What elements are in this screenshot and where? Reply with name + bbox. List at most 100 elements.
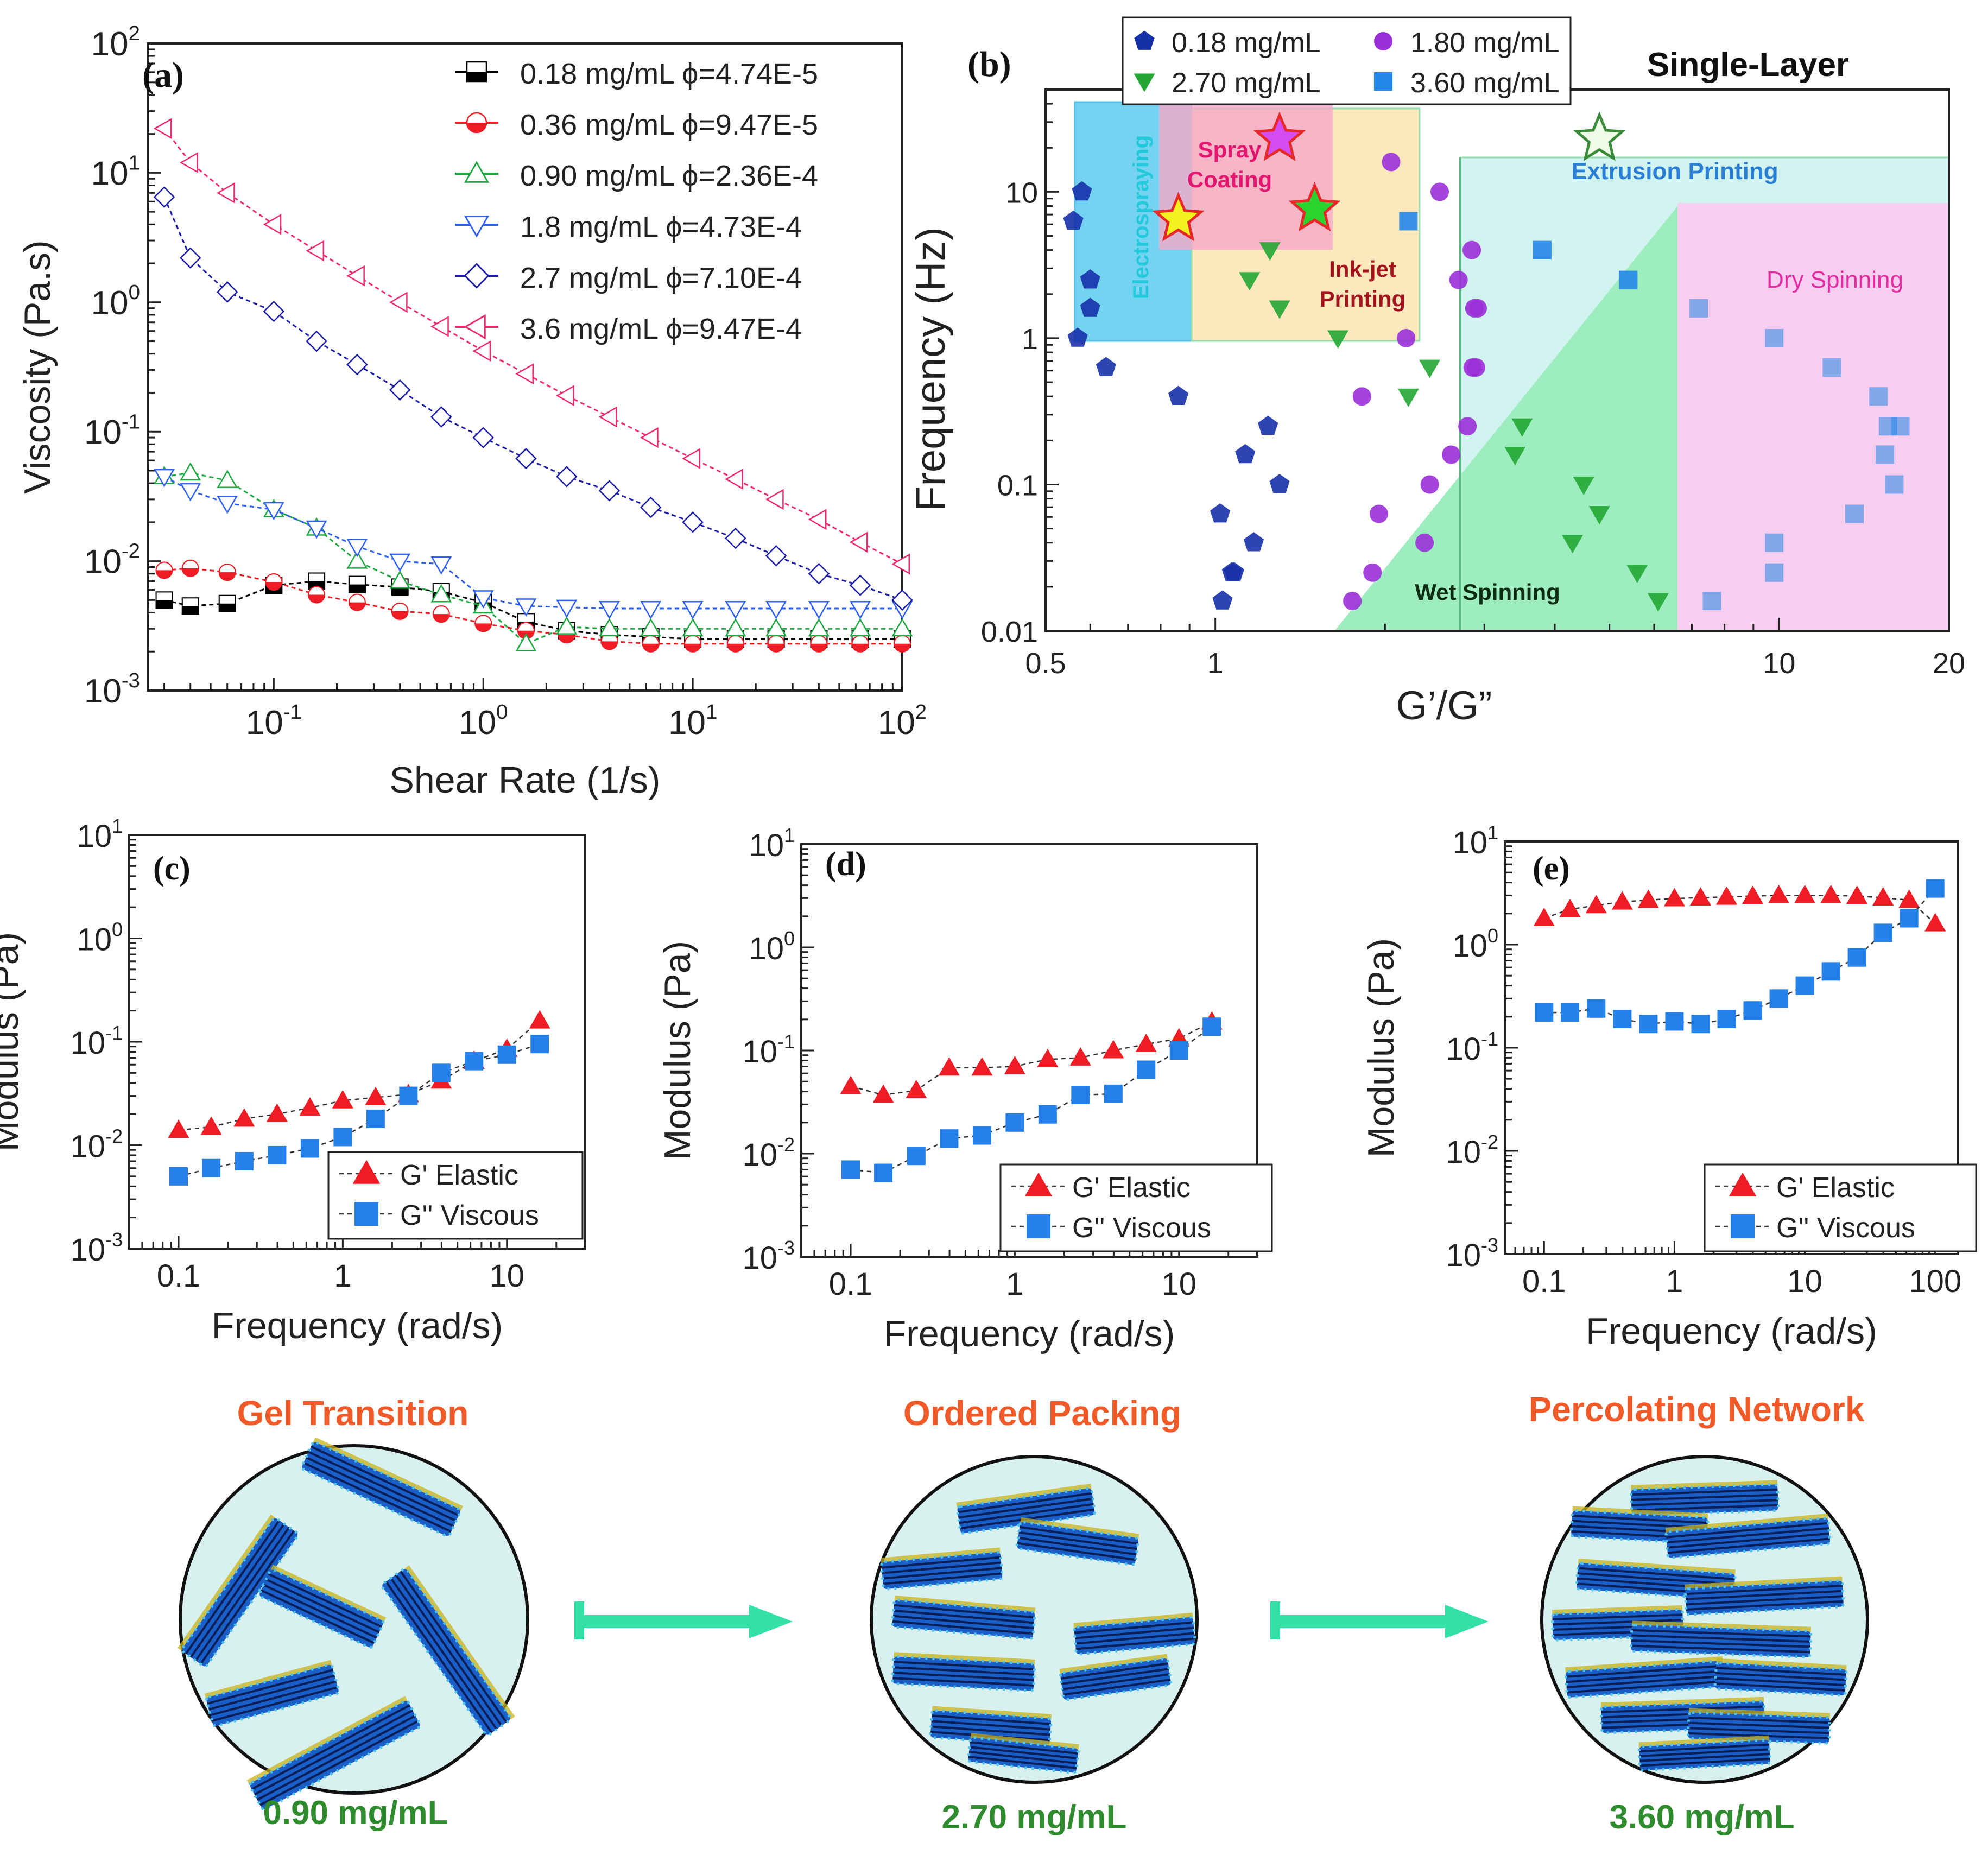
panel-label: (e) <box>1533 850 1570 887</box>
region-label-spray-coating: Spray <box>1198 137 1262 162</box>
stack-layer <box>930 1725 1050 1736</box>
data-point <box>1096 357 1116 376</box>
stack-atoms <box>1637 1738 1772 1772</box>
stack-edge <box>894 1652 1035 1665</box>
data-point <box>906 1080 927 1099</box>
stack-atoms <box>1575 1561 1737 1601</box>
data-point <box>684 635 702 653</box>
data-point <box>465 1052 484 1071</box>
stack-layer <box>893 1666 1035 1676</box>
stack-edge <box>1073 1612 1193 1629</box>
axis-ticks <box>1044 88 1950 632</box>
data-point <box>155 591 173 609</box>
data-point <box>765 618 787 637</box>
y-tick-label: 10 <box>1005 176 1038 209</box>
data-point <box>598 480 621 502</box>
data-point <box>391 602 409 620</box>
data-point <box>217 470 238 489</box>
data-point <box>268 1145 287 1164</box>
data-point <box>1611 891 1633 910</box>
stack-body <box>1017 1522 1138 1565</box>
stack-edge <box>270 1565 387 1623</box>
series-6 <box>153 118 910 575</box>
data-point <box>1343 591 1362 610</box>
data-point <box>1269 300 1290 319</box>
stack-body <box>892 1600 1035 1639</box>
data-point <box>1846 885 1868 904</box>
stack-body <box>1060 1658 1171 1700</box>
stack-layer <box>1566 1664 1723 1678</box>
panel-label: (a) <box>142 55 184 95</box>
data-point <box>266 1103 288 1122</box>
stack-layer <box>1577 1572 1735 1586</box>
data-point <box>497 1045 516 1064</box>
data-point <box>1419 359 1441 378</box>
stack-layer <box>892 1672 1034 1681</box>
data-point <box>1420 475 1439 494</box>
nanosheet-stack <box>246 1696 421 1811</box>
data-point <box>765 545 787 567</box>
stack-edge <box>1630 1480 1778 1491</box>
data-point <box>907 1147 926 1166</box>
star-icon <box>1253 111 1306 161</box>
legend-marker <box>352 1160 381 1184</box>
data-point <box>1768 884 1790 903</box>
data-point <box>306 240 325 262</box>
data-point <box>598 406 617 428</box>
legend: 0.18 mg/mL ϕ=4.74E-5 0.36 mg/mL ϕ=9.47E-5… <box>455 58 818 345</box>
data-point <box>1415 533 1434 552</box>
region-label-inkjet-printing: Printing <box>1320 286 1406 312</box>
stack-atoms <box>967 1736 1080 1774</box>
stack-edge <box>246 1696 408 1785</box>
y-tick-label: 10-3 <box>743 1237 795 1276</box>
data-point <box>1168 385 1189 406</box>
stack-layer <box>199 1530 295 1665</box>
data-point <box>1258 415 1278 435</box>
x-axis-label: Frequency (rad/s) <box>212 1305 503 1346</box>
x-axis-label: Frequency (rad/s) <box>884 1313 1175 1354</box>
stack-layer <box>1019 1525 1138 1545</box>
data-point <box>1689 299 1708 318</box>
axis-ticks <box>148 48 894 692</box>
data-point <box>1639 1015 1658 1034</box>
legend-marker <box>1024 1172 1053 1196</box>
stack-body <box>930 1710 1052 1746</box>
stack-layer <box>1062 1673 1170 1691</box>
panel-c-modulus-chart: 0.1 1 10 10-3 10-2 10-1 100 101 Frequency (rad/s… <box>0 815 586 1346</box>
process-stars <box>1152 111 1626 242</box>
stack-layer <box>893 1609 1035 1624</box>
data-point <box>430 406 452 428</box>
series-2 <box>1535 879 1945 1034</box>
data-point <box>938 1057 960 1076</box>
panel-label: (b) <box>967 45 1011 84</box>
y-tick-label: 10-2 <box>743 1134 795 1173</box>
series-3 <box>154 462 913 651</box>
stack-layer <box>1075 1637 1195 1650</box>
data-point <box>1647 593 1669 612</box>
legend-label: G' Elastic <box>1072 1172 1191 1204</box>
stack-layer <box>1666 1522 1829 1539</box>
data-point <box>1626 565 1648 584</box>
legend-label: 0.18 mg/mL ϕ=4.74E-5 <box>520 58 818 90</box>
legend-marker <box>1134 73 1155 92</box>
data-point <box>640 427 659 448</box>
x-tick-label: 101 <box>668 700 717 742</box>
data-point <box>556 466 578 488</box>
data-point <box>153 118 172 140</box>
stack-atoms <box>891 1598 1036 1641</box>
y-tick-label: 10-1 <box>71 1022 123 1061</box>
data-point <box>1005 1113 1024 1132</box>
legend-label: G'' Viscous <box>1776 1212 1915 1244</box>
x-tick-label: 0.5 <box>1025 647 1066 680</box>
nanosheet-stack <box>891 1652 1036 1692</box>
stack-layer <box>968 1751 1078 1764</box>
legend-label: 0.90 mg/mL ϕ=2.36E-4 <box>520 160 818 192</box>
series-1 <box>1533 884 1946 932</box>
legend-label: 0.18 mg/mL <box>1172 27 1321 59</box>
stage-title-gel: Gel Transition <box>237 1394 469 1433</box>
data-point <box>1352 387 1371 406</box>
data-point <box>217 495 238 514</box>
stack-layer <box>1566 1670 1724 1683</box>
data-point <box>474 615 492 632</box>
data-point <box>389 379 411 401</box>
